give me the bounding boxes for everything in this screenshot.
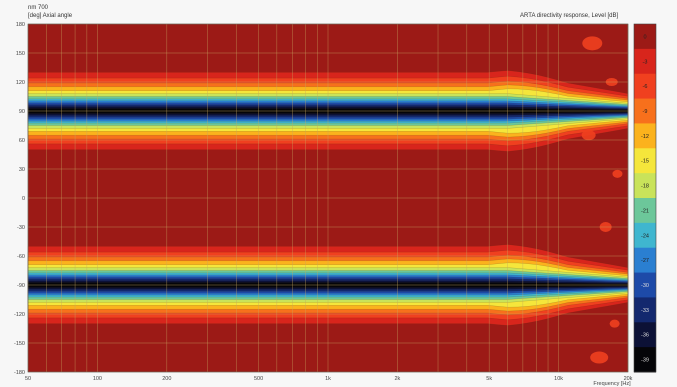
colorbar-cell — [634, 272, 656, 298]
colorbar-cell — [634, 98, 656, 124]
x-tick-label: 10k — [554, 376, 563, 382]
colorbar-label: -24 — [641, 233, 649, 239]
colorbar-cell — [634, 48, 656, 75]
y-tick-label: 180 — [16, 22, 25, 28]
hf-blob — [590, 351, 609, 364]
x-tick-label: 100 — [93, 376, 102, 382]
chart-title: ARTA directivity response, Level [dB] — [520, 13, 619, 19]
colorbar-label: -36 — [641, 333, 649, 339]
x-tick-label: 1k — [325, 376, 331, 382]
x-tick-label: 50 — [25, 376, 31, 382]
colorbar-frame — [633, 23, 657, 373]
colorbar-label: 0 — [643, 34, 646, 40]
colorbar-cell — [634, 222, 656, 249]
plot-frame — [27, 23, 629, 373]
x-tick-label: 2k — [395, 376, 401, 382]
colorbar-label: -21 — [641, 208, 649, 214]
colorbar-label: -12 — [641, 134, 649, 140]
colorbar-cell — [634, 123, 656, 149]
colorbar-cell — [634, 297, 656, 323]
colorbar-cell — [634, 73, 656, 100]
colorbar-label: -18 — [641, 184, 649, 190]
colorbar-cell — [634, 198, 656, 224]
y-tick-label: -30 — [17, 225, 25, 231]
y-tick-label: -150 — [14, 341, 25, 347]
y-tick-label: 90 — [19, 109, 25, 115]
colorbar-label: -39 — [641, 358, 649, 364]
hf-blob — [581, 130, 596, 141]
colorbar-cell — [634, 173, 656, 199]
colorbar-label: -15 — [641, 159, 649, 165]
header-line1: nm 700 — [28, 5, 49, 11]
x-tick-label: 20k — [624, 376, 633, 382]
x-tick-label: 5k — [486, 376, 492, 382]
y-tick-label: -90 — [17, 283, 25, 289]
x-tick-label: 200 — [162, 376, 171, 382]
x-axis-label: Frequency [Hz] — [593, 381, 631, 387]
colorbar-cell — [634, 148, 656, 174]
y-tick-label: 150 — [16, 51, 25, 57]
colorbar-label: -33 — [641, 308, 649, 314]
colorbar-label: -3 — [643, 59, 648, 65]
colorbar-label: -27 — [641, 258, 649, 264]
hf-blob — [612, 169, 623, 178]
y-tick-label: -60 — [17, 254, 25, 260]
colorbar-label: -30 — [641, 283, 649, 289]
y-tick-label: 60 — [19, 138, 25, 144]
y-tick-label: 0 — [22, 196, 25, 202]
axis-title: [deg] Axial angle — [28, 13, 73, 19]
x-tick-label: 500 — [254, 376, 263, 382]
y-tick-label: 120 — [16, 80, 25, 86]
colorbar-cell — [634, 322, 656, 348]
colorbar-cell — [634, 247, 656, 274]
y-tick-label: -180 — [14, 370, 25, 376]
colorbar-label: -9 — [643, 109, 648, 115]
colorbar-cell — [634, 347, 656, 373]
colorbar-cell — [634, 24, 656, 50]
y-tick-label: 30 — [19, 167, 25, 173]
hf-blob — [609, 319, 620, 328]
y-tick-label: -120 — [14, 312, 25, 318]
colorbar-label: -6 — [643, 84, 648, 90]
hf-blob — [582, 36, 603, 51]
